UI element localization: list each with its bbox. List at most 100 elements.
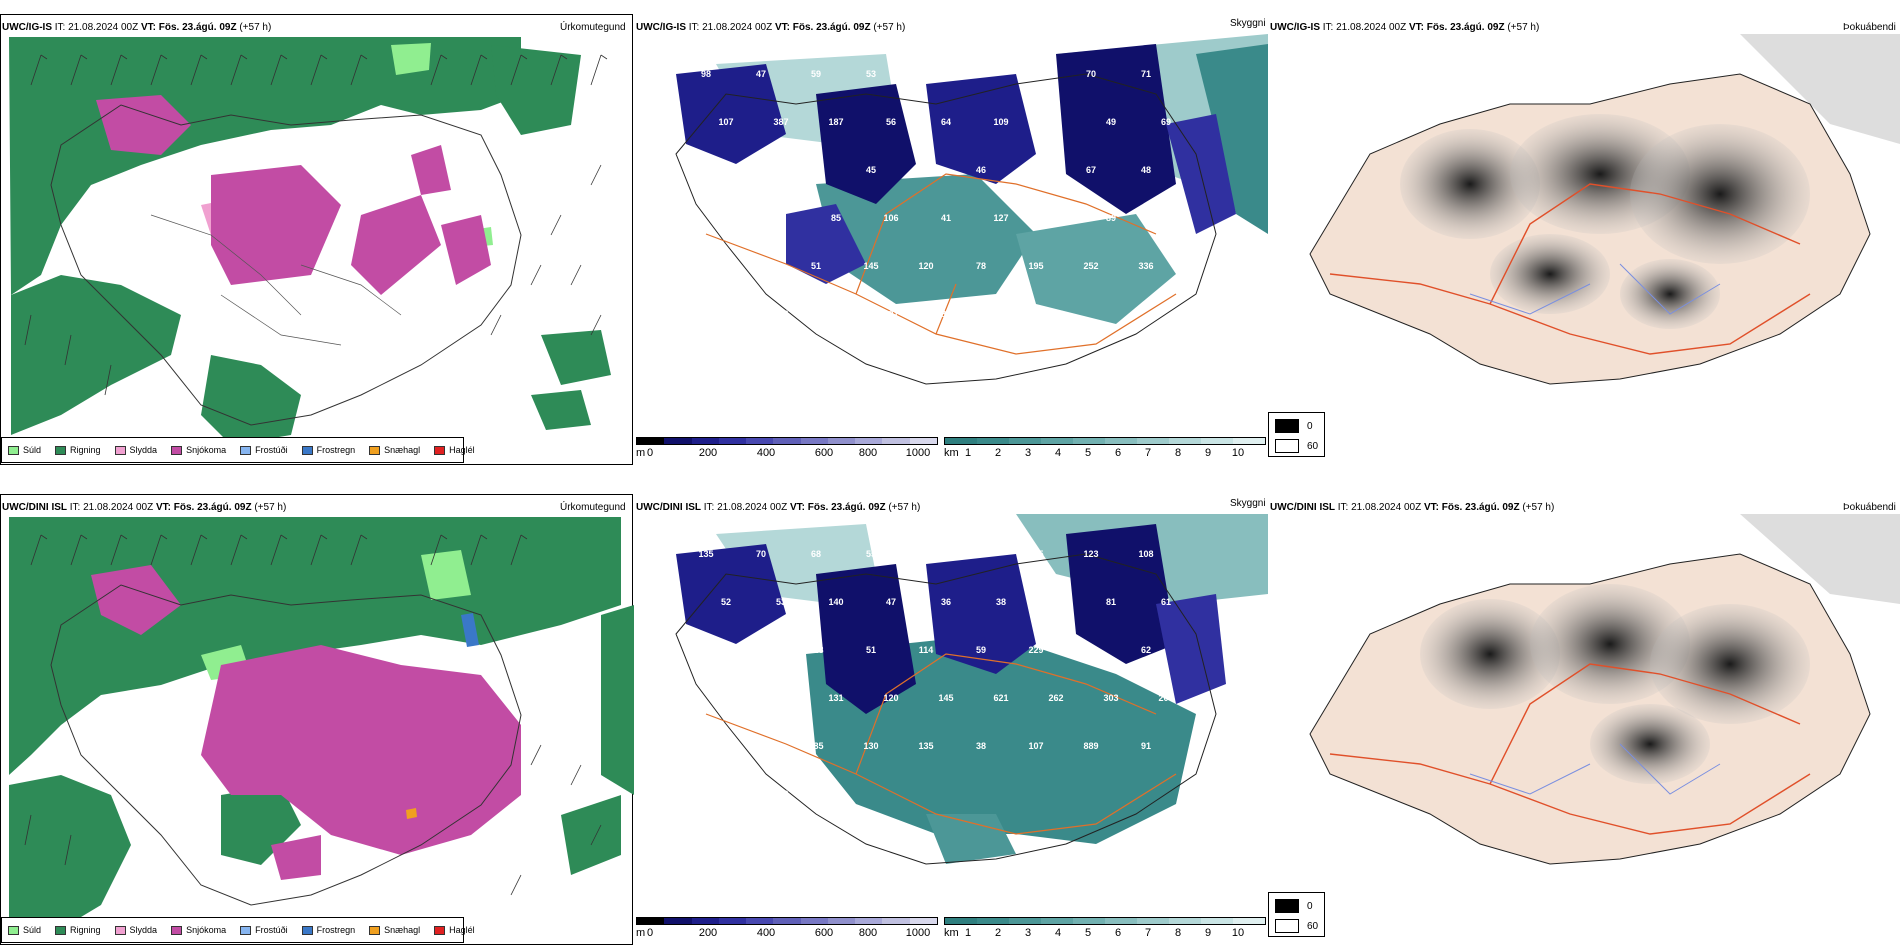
cloudbase-value-label: 89: [920, 549, 932, 559]
wind-barbs: [24, 534, 602, 896]
cb-cell: [664, 918, 692, 924]
cloudbase-value-label: 135: [698, 549, 714, 559]
visibility-colorbar: [944, 917, 1266, 925]
fog-rivers: [1469, 263, 1721, 315]
cloudbase-value-label: 46: [975, 165, 987, 175]
cloudbase-value-label: 187: [828, 117, 844, 127]
swatch-sleet: [114, 925, 126, 935]
fog-legend-row-60: 60: [1275, 919, 1318, 933]
cloudbase-area-n2: [926, 554, 1036, 674]
cloudbase-value-label: 94: [975, 69, 987, 79]
precip-title: Úrkomutegund: [560, 22, 626, 33]
sky-map: [636, 514, 1268, 914]
vis-tick: 3: [1024, 927, 1032, 939]
cloudbase-value-label: 133: [718, 693, 734, 703]
cloudbase-value-label: 41: [940, 213, 952, 223]
vis-cell: [1169, 438, 1201, 444]
cloudbase-value-label: 120: [918, 261, 934, 271]
inland-contours: [150, 214, 402, 346]
cloudbase-value-label: 140: [828, 597, 844, 607]
cloudbase-labels-row-2: 135 70 68 55 89 77 105 123 108 52 53 140 47 36 38 58 81 6…: [636, 514, 1268, 914]
cloudbase-value-label: 59: [810, 69, 822, 79]
cloudbase-value-label: 87: [1085, 645, 1097, 655]
legend-label-freezing-drizzle: Frostúði: [255, 445, 288, 455]
legend-item-snow: Snjókoma: [171, 445, 226, 455]
cb-cell: [909, 438, 937, 444]
sky-roads: [705, 173, 1177, 355]
swatch-freezing-drizzle: [240, 925, 252, 935]
legend-item-snow-pellets: Snæhagl: [369, 445, 420, 455]
cloudbase-value-label: 81: [1105, 597, 1117, 607]
vis-cell: [1137, 918, 1169, 924]
precip-header: UWC/DINI ISL IT: 21.08.2024 00Z VT: Fös.…: [2, 502, 286, 514]
cloudbase-value-label: 105: [1028, 549, 1044, 559]
fog-legend-row-0: 0: [1275, 899, 1313, 913]
valid-prefix: VT:: [155, 502, 171, 513]
cb-cell: [746, 918, 774, 924]
precip-map: Súld Rigning Slydda Snjókoma Frostúði Fr…: [0, 494, 634, 945]
cb-cell: [718, 918, 747, 924]
cloudbase-value-label: 120: [883, 693, 899, 703]
legend-item-hail: Haglél: [434, 925, 475, 935]
cloudbase-area-n1: [816, 84, 916, 204]
precip-map-svg: [9, 517, 634, 940]
swatch-rain: [55, 445, 67, 455]
snow-area-2: [211, 165, 341, 285]
vis-cell: [1201, 438, 1233, 444]
vis-tick: 2: [994, 447, 1002, 459]
legend-label-rain: Rigning: [70, 445, 101, 455]
cloudbase-value-label: 70: [755, 549, 767, 559]
cb-tick: 1000: [905, 927, 931, 939]
legend-label-drizzle: Súld: [23, 925, 42, 935]
cb-tick: 600: [814, 927, 834, 939]
cloudbase-value-label: 176: [698, 261, 714, 271]
model-name: UWC/DINI ISL: [636, 502, 701, 513]
rain-area-se: [561, 795, 621, 875]
legend-item-sleet: Slydda: [114, 925, 157, 935]
valid-prefix: VT:: [1423, 502, 1439, 513]
cb-cell: [909, 918, 937, 924]
fog-field-5: [1620, 259, 1720, 329]
fog-sea-ne: [1740, 34, 1900, 144]
vis-tick: 5: [1084, 927, 1092, 939]
legend-label-snow-pellets: Snæhagl: [384, 925, 421, 935]
cloudbase-value-label: 108: [718, 789, 734, 799]
cb-cell: [773, 438, 801, 444]
cloudbase-area-nw: [676, 544, 786, 644]
valid-time: Fös. 23.ágú. 09Z: [1426, 22, 1505, 33]
cloudbase-value-label: 229: [1028, 645, 1044, 655]
precip-title: Úrkomutegund: [560, 502, 626, 513]
row-1: UWC/IG-IS IT: 21.08.2024 00Z VT: Fös. 23…: [0, 0, 1900, 470]
cloudbase-value-label: 56: [885, 117, 897, 127]
cloudbase-value-label: 114: [918, 645, 934, 655]
rain-area-east: [601, 605, 634, 795]
cloudbase-value-label: 123: [1048, 309, 1064, 319]
vis-tick: 2: [994, 927, 1002, 939]
precip-map-svg: [9, 37, 611, 445]
fog-map-svg: [1309, 34, 1900, 385]
cloudbase-value-label: 91: [1140, 741, 1152, 751]
cloudbase-area-n1: [816, 564, 916, 714]
sky-coastline: [675, 73, 1217, 385]
cloudbase-colorbar: [636, 917, 938, 925]
fog-legend-row-0: 0: [1275, 419, 1313, 433]
snow-area-5: [411, 145, 451, 195]
cb-cell: [691, 918, 719, 924]
lead-time: (+57 h): [888, 502, 921, 513]
legend-label-snow: Snjókoma: [186, 925, 227, 935]
fog-map: [1270, 514, 1900, 914]
cloudbase-value-label: 38: [975, 741, 987, 751]
cloudbase-value-label: 77: [975, 549, 987, 559]
precip-legend: Súld Rigning Slydda Snjókoma Frostúði Fr…: [1, 437, 475, 463]
cloudbase-value-label: 206: [1158, 693, 1174, 703]
cb-cell: [882, 918, 910, 924]
cb-cell: [664, 438, 692, 444]
vis-tick: 10: [1231, 447, 1245, 459]
model-name: UWC/DINI ISL: [2, 502, 67, 513]
cb-cell: [637, 438, 665, 444]
cloudbase-value-label: 42: [995, 309, 1007, 319]
wind-barbs: [24, 54, 608, 396]
swatch-rain: [55, 925, 67, 935]
snow-area-3: [351, 195, 441, 295]
valid-prefix: VT:: [789, 502, 805, 513]
